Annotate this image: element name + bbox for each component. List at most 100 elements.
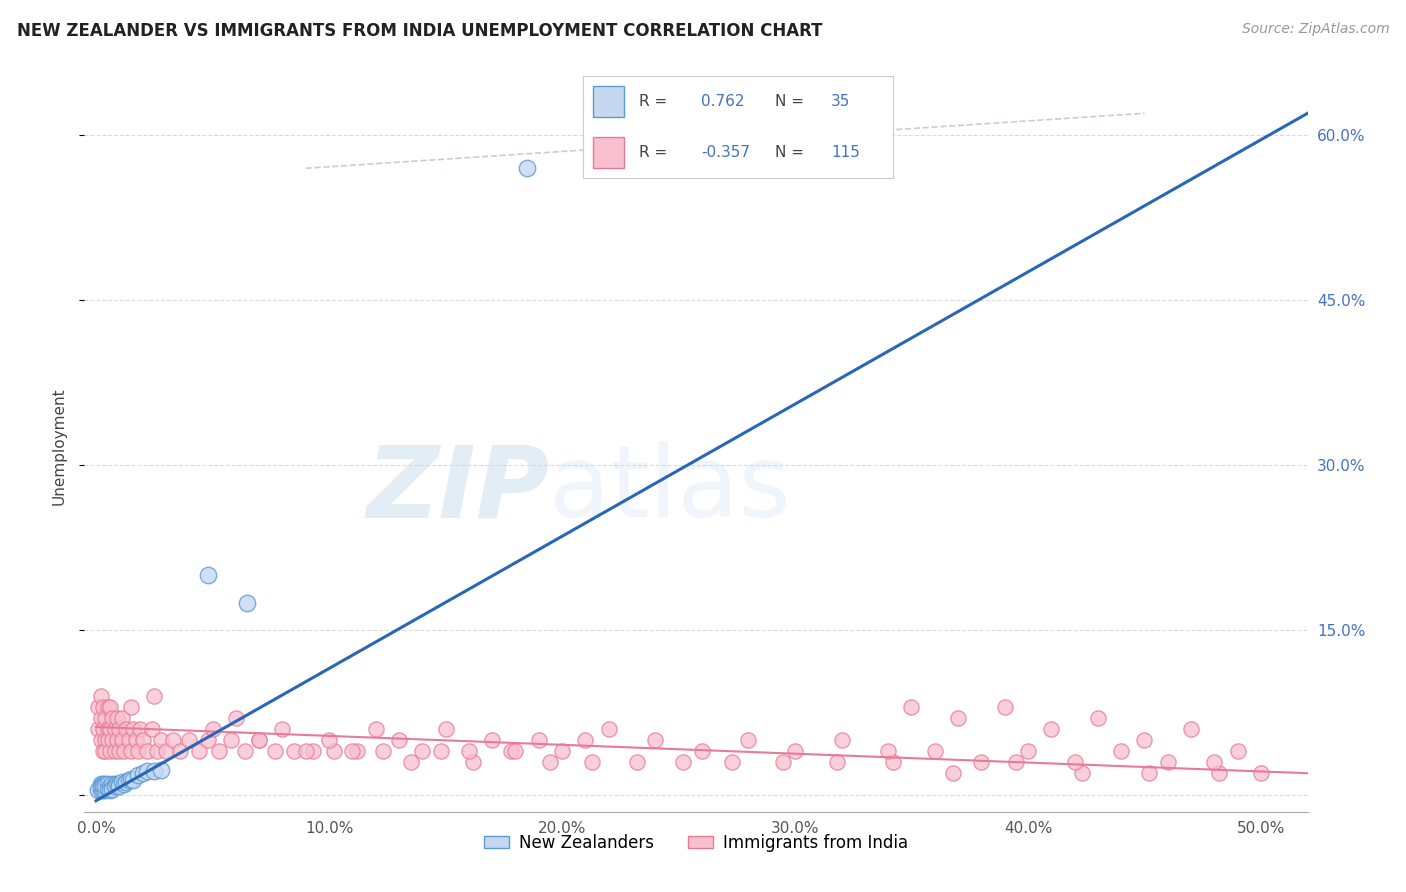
Text: 115: 115 xyxy=(831,145,860,161)
Point xyxy=(97,723,120,737)
Legend: New Zealanders, Immigrants from India: New Zealanders, Immigrants from India xyxy=(478,827,914,858)
Point xyxy=(644,733,666,747)
Point xyxy=(463,756,485,770)
Point xyxy=(1063,756,1085,770)
Point xyxy=(94,782,117,797)
Point xyxy=(264,744,287,758)
Text: N =: N = xyxy=(775,94,804,109)
Point xyxy=(101,733,124,747)
Point xyxy=(90,711,112,725)
Point xyxy=(90,780,112,794)
Point xyxy=(104,723,127,737)
Point xyxy=(111,733,134,747)
Point xyxy=(104,780,127,794)
Point xyxy=(122,723,145,737)
Point xyxy=(120,744,142,758)
Point xyxy=(1157,756,1180,770)
Point xyxy=(737,733,759,747)
Point xyxy=(430,744,453,758)
Point xyxy=(111,775,134,789)
Point xyxy=(120,772,142,786)
Point xyxy=(318,733,340,747)
Point xyxy=(129,723,152,737)
Point xyxy=(101,781,124,796)
Text: atlas: atlas xyxy=(550,442,790,539)
Point xyxy=(946,711,969,725)
Point xyxy=(434,723,457,737)
Point xyxy=(90,777,112,791)
Point xyxy=(91,780,114,794)
Point xyxy=(247,733,270,747)
Point xyxy=(108,780,131,794)
Point xyxy=(98,780,121,794)
Point xyxy=(97,781,120,796)
Point xyxy=(1180,723,1202,737)
Point xyxy=(294,744,316,758)
Point xyxy=(87,723,110,737)
Point xyxy=(831,733,853,747)
Point xyxy=(1109,744,1132,758)
Point xyxy=(104,777,127,791)
Point xyxy=(457,744,479,758)
Point xyxy=(97,777,120,791)
Text: Source: ZipAtlas.com: Source: ZipAtlas.com xyxy=(1241,22,1389,37)
Point xyxy=(145,744,167,758)
Point xyxy=(574,733,596,747)
Point xyxy=(970,756,993,770)
Point xyxy=(131,733,153,747)
Point xyxy=(721,756,744,770)
Point xyxy=(94,780,117,794)
Point xyxy=(233,744,256,758)
Point xyxy=(104,744,127,758)
Point xyxy=(117,772,139,787)
Point xyxy=(388,733,411,747)
Point xyxy=(87,782,110,797)
Point xyxy=(1017,744,1039,758)
Point xyxy=(98,744,121,758)
Point xyxy=(94,733,117,747)
Point xyxy=(90,690,112,704)
Point xyxy=(105,733,128,747)
Point xyxy=(98,782,121,797)
FancyBboxPatch shape xyxy=(593,87,624,117)
Point xyxy=(219,733,242,747)
Point xyxy=(127,744,149,758)
Point xyxy=(1005,756,1028,770)
Point xyxy=(271,723,294,737)
Point xyxy=(1070,766,1092,780)
Point xyxy=(111,711,134,725)
Point xyxy=(882,756,904,770)
Point xyxy=(201,723,224,737)
Text: N =: N = xyxy=(775,145,804,161)
Point xyxy=(143,764,166,778)
Point xyxy=(105,711,128,725)
Point xyxy=(371,744,394,758)
Point xyxy=(169,744,191,758)
Point xyxy=(994,700,1017,714)
Point xyxy=(117,733,139,747)
Point xyxy=(900,700,922,714)
Point xyxy=(179,733,201,747)
Point xyxy=(97,733,120,747)
Point xyxy=(90,733,112,747)
Text: R =: R = xyxy=(640,94,668,109)
Point xyxy=(187,744,209,758)
Text: NEW ZEALANDER VS IMMIGRANTS FROM INDIA UNEMPLOYMENT CORRELATION CHART: NEW ZEALANDER VS IMMIGRANTS FROM INDIA U… xyxy=(17,22,823,40)
Point xyxy=(772,756,794,770)
Point xyxy=(91,782,114,797)
Point xyxy=(94,744,117,758)
Point xyxy=(155,744,177,758)
Point xyxy=(1133,733,1156,747)
Point xyxy=(783,744,806,758)
Point xyxy=(598,723,620,737)
Point xyxy=(108,777,131,791)
Point xyxy=(626,756,648,770)
Point xyxy=(136,744,159,758)
Point xyxy=(1040,723,1063,737)
Point xyxy=(942,766,965,780)
Point xyxy=(411,744,433,758)
Point xyxy=(924,744,946,758)
Text: ZIP: ZIP xyxy=(366,442,550,539)
Point xyxy=(1208,766,1230,780)
FancyBboxPatch shape xyxy=(593,137,624,168)
